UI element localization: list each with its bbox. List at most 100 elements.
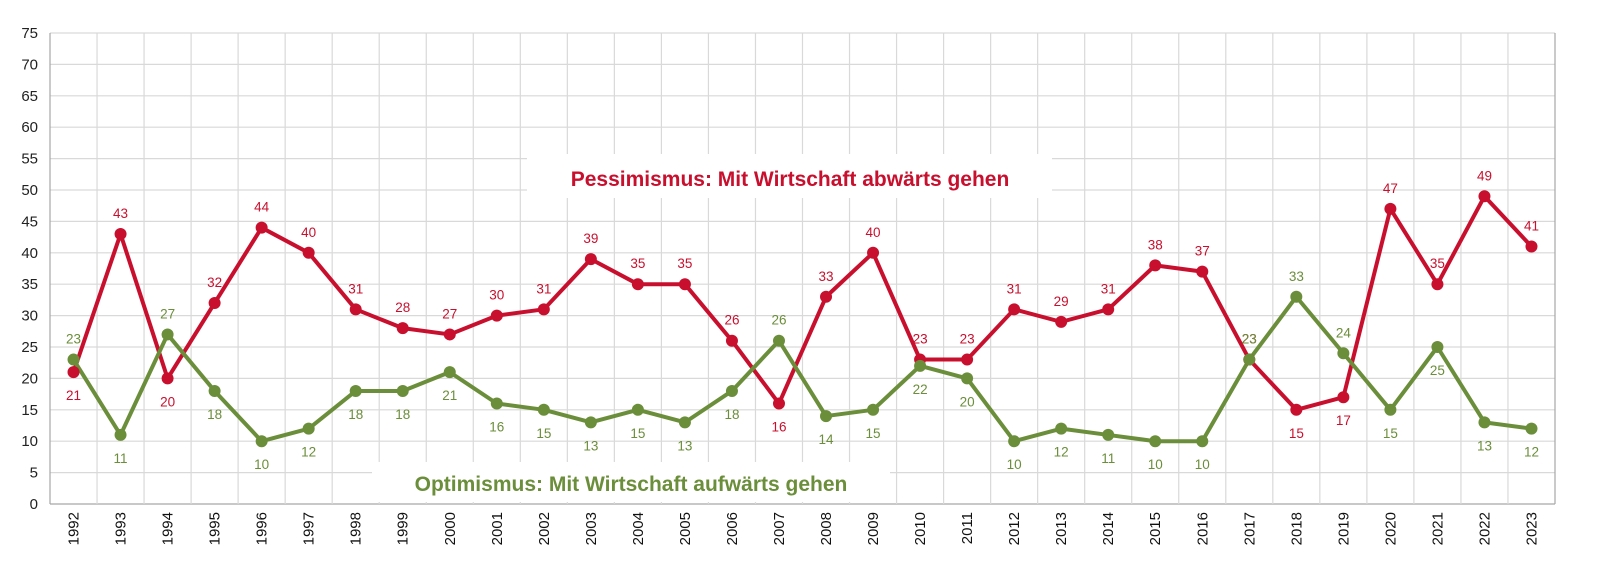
- optimism-point: [302, 422, 315, 435]
- optimism-point: [820, 410, 833, 423]
- pessimism-point: [443, 328, 456, 341]
- pessimism-point: [772, 397, 785, 410]
- pessimism-data-label: 47: [1383, 181, 1398, 196]
- x-tick-label: 2023: [1523, 512, 1540, 545]
- optimism-point: [208, 384, 221, 397]
- optimism-data-label: 15: [866, 426, 881, 441]
- optimism-data-label: 26: [771, 313, 786, 328]
- optimism-point: [161, 328, 174, 341]
- pessimism-point: [1337, 391, 1350, 404]
- optimism-point: [914, 359, 927, 372]
- optimism-point: [1149, 435, 1162, 448]
- optimism-point: [537, 403, 550, 416]
- optimism-point: [1196, 435, 1209, 448]
- optimism-point: [1478, 416, 1491, 429]
- pessimism-data-label: 16: [771, 420, 786, 435]
- x-tick-label: 2009: [865, 512, 882, 545]
- y-tick-label: 50: [21, 182, 38, 199]
- pessimism-point: [161, 372, 174, 385]
- optimism-data-label: 12: [1054, 445, 1069, 460]
- y-tick-label: 35: [21, 276, 38, 293]
- y-tick-label: 20: [21, 370, 38, 387]
- y-tick-label: 45: [21, 213, 38, 230]
- x-tick-label: 2012: [1006, 512, 1023, 545]
- pessimism-data-label: 15: [1289, 426, 1304, 441]
- pessimism-data-label: 23: [960, 332, 975, 347]
- pessimism-data-label: 37: [1195, 244, 1210, 259]
- pessimism-data-label: 23: [913, 332, 928, 347]
- optimism-data-label: 13: [583, 438, 598, 453]
- x-tick-label: 2011: [959, 512, 976, 544]
- optimism-point: [114, 428, 127, 441]
- optimism-point: [1055, 422, 1068, 435]
- optimism-point: [961, 372, 974, 385]
- x-tick-label: 2013: [1053, 512, 1070, 545]
- pessimism-data-label: 31: [1101, 281, 1116, 296]
- optimism-data-label: 10: [1148, 457, 1163, 472]
- y-tick-label: 65: [21, 88, 38, 105]
- y-tick-label: 15: [21, 402, 38, 419]
- pessimism-data-label: 23: [1242, 332, 1257, 347]
- pessimism-point: [1008, 303, 1021, 316]
- grid: [49, 32, 1556, 505]
- x-tick-label: 2010: [912, 512, 929, 545]
- x-tick-label: 2008: [818, 512, 835, 545]
- y-tick-label: 55: [21, 151, 38, 168]
- pessimism-point: [114, 227, 127, 240]
- pessimism-point: [961, 353, 974, 366]
- pessimism-point: [490, 309, 503, 322]
- data-points: [67, 190, 1538, 448]
- optimism-data-label: 14: [819, 432, 835, 447]
- optimism-point: [1384, 403, 1397, 416]
- pessimism-data-label: 30: [489, 288, 504, 303]
- pessimism-point: [1525, 240, 1538, 253]
- optimism-point: [1243, 353, 1256, 366]
- x-tick-label: 1999: [395, 512, 412, 545]
- pessimism-point: [537, 303, 550, 316]
- pessimism-point: [1384, 202, 1397, 215]
- x-tick-label: 2004: [630, 512, 647, 545]
- optimism-point: [396, 384, 409, 397]
- pessimism-data-label: 21: [66, 388, 81, 403]
- x-tick-label: 2021: [1429, 512, 1446, 545]
- x-tick-label: 2015: [1147, 512, 1164, 545]
- pessimism-data-label: 35: [677, 256, 692, 271]
- optimism-data-label: 18: [207, 407, 222, 422]
- pessimism-point: [1055, 315, 1068, 328]
- optimism-data-label: 10: [1007, 457, 1022, 472]
- optimism-series-title: Optimismus: Mit Wirtschaft aufwärts gehe…: [415, 473, 848, 496]
- optimism-point: [1008, 435, 1021, 448]
- optimism-data-label: 10: [254, 457, 269, 472]
- x-tick-label: 2019: [1335, 512, 1352, 545]
- optimism-point: [867, 403, 880, 416]
- optimism-point: [1337, 347, 1350, 360]
- pessimism-point: [678, 278, 691, 291]
- optimism-data-label: 18: [724, 407, 739, 422]
- pessimism-label-background: [527, 154, 1052, 198]
- pessimism-data-label: 41: [1524, 219, 1539, 234]
- optimism-data-label: 11: [1101, 451, 1115, 466]
- x-tick-label: 1995: [207, 512, 224, 545]
- optimism-data-label: 24: [1336, 325, 1352, 340]
- pessimism-data-label: 38: [1148, 237, 1163, 252]
- y-tick-label: 5: [30, 465, 38, 482]
- optimism-data-label: 12: [1524, 445, 1539, 460]
- x-tick-label: 1992: [66, 512, 83, 545]
- optimism-data-label: 23: [1242, 332, 1257, 347]
- pessimism-data-label: 32: [207, 275, 222, 290]
- pessimism-data-label: 27: [442, 306, 457, 321]
- pessimism-data-label: 40: [301, 225, 316, 240]
- optimism-data-label: 13: [1477, 438, 1492, 453]
- pessimism-series-title: Pessimismus: Mit Wirtschaft abwärts gehe…: [571, 168, 1010, 191]
- optimism-point: [1102, 428, 1115, 441]
- optimism-point: [1290, 290, 1303, 303]
- optimism-point: [490, 397, 503, 410]
- optimism-data-label: 12: [301, 445, 316, 460]
- x-tick-label: 2016: [1194, 512, 1211, 545]
- pessimism-data-label: 31: [536, 281, 551, 296]
- pessimism-point: [302, 246, 315, 259]
- pessimism-point: [396, 322, 409, 335]
- y-tick-label: 10: [21, 433, 38, 450]
- optimism-data-label: 10: [1195, 457, 1210, 472]
